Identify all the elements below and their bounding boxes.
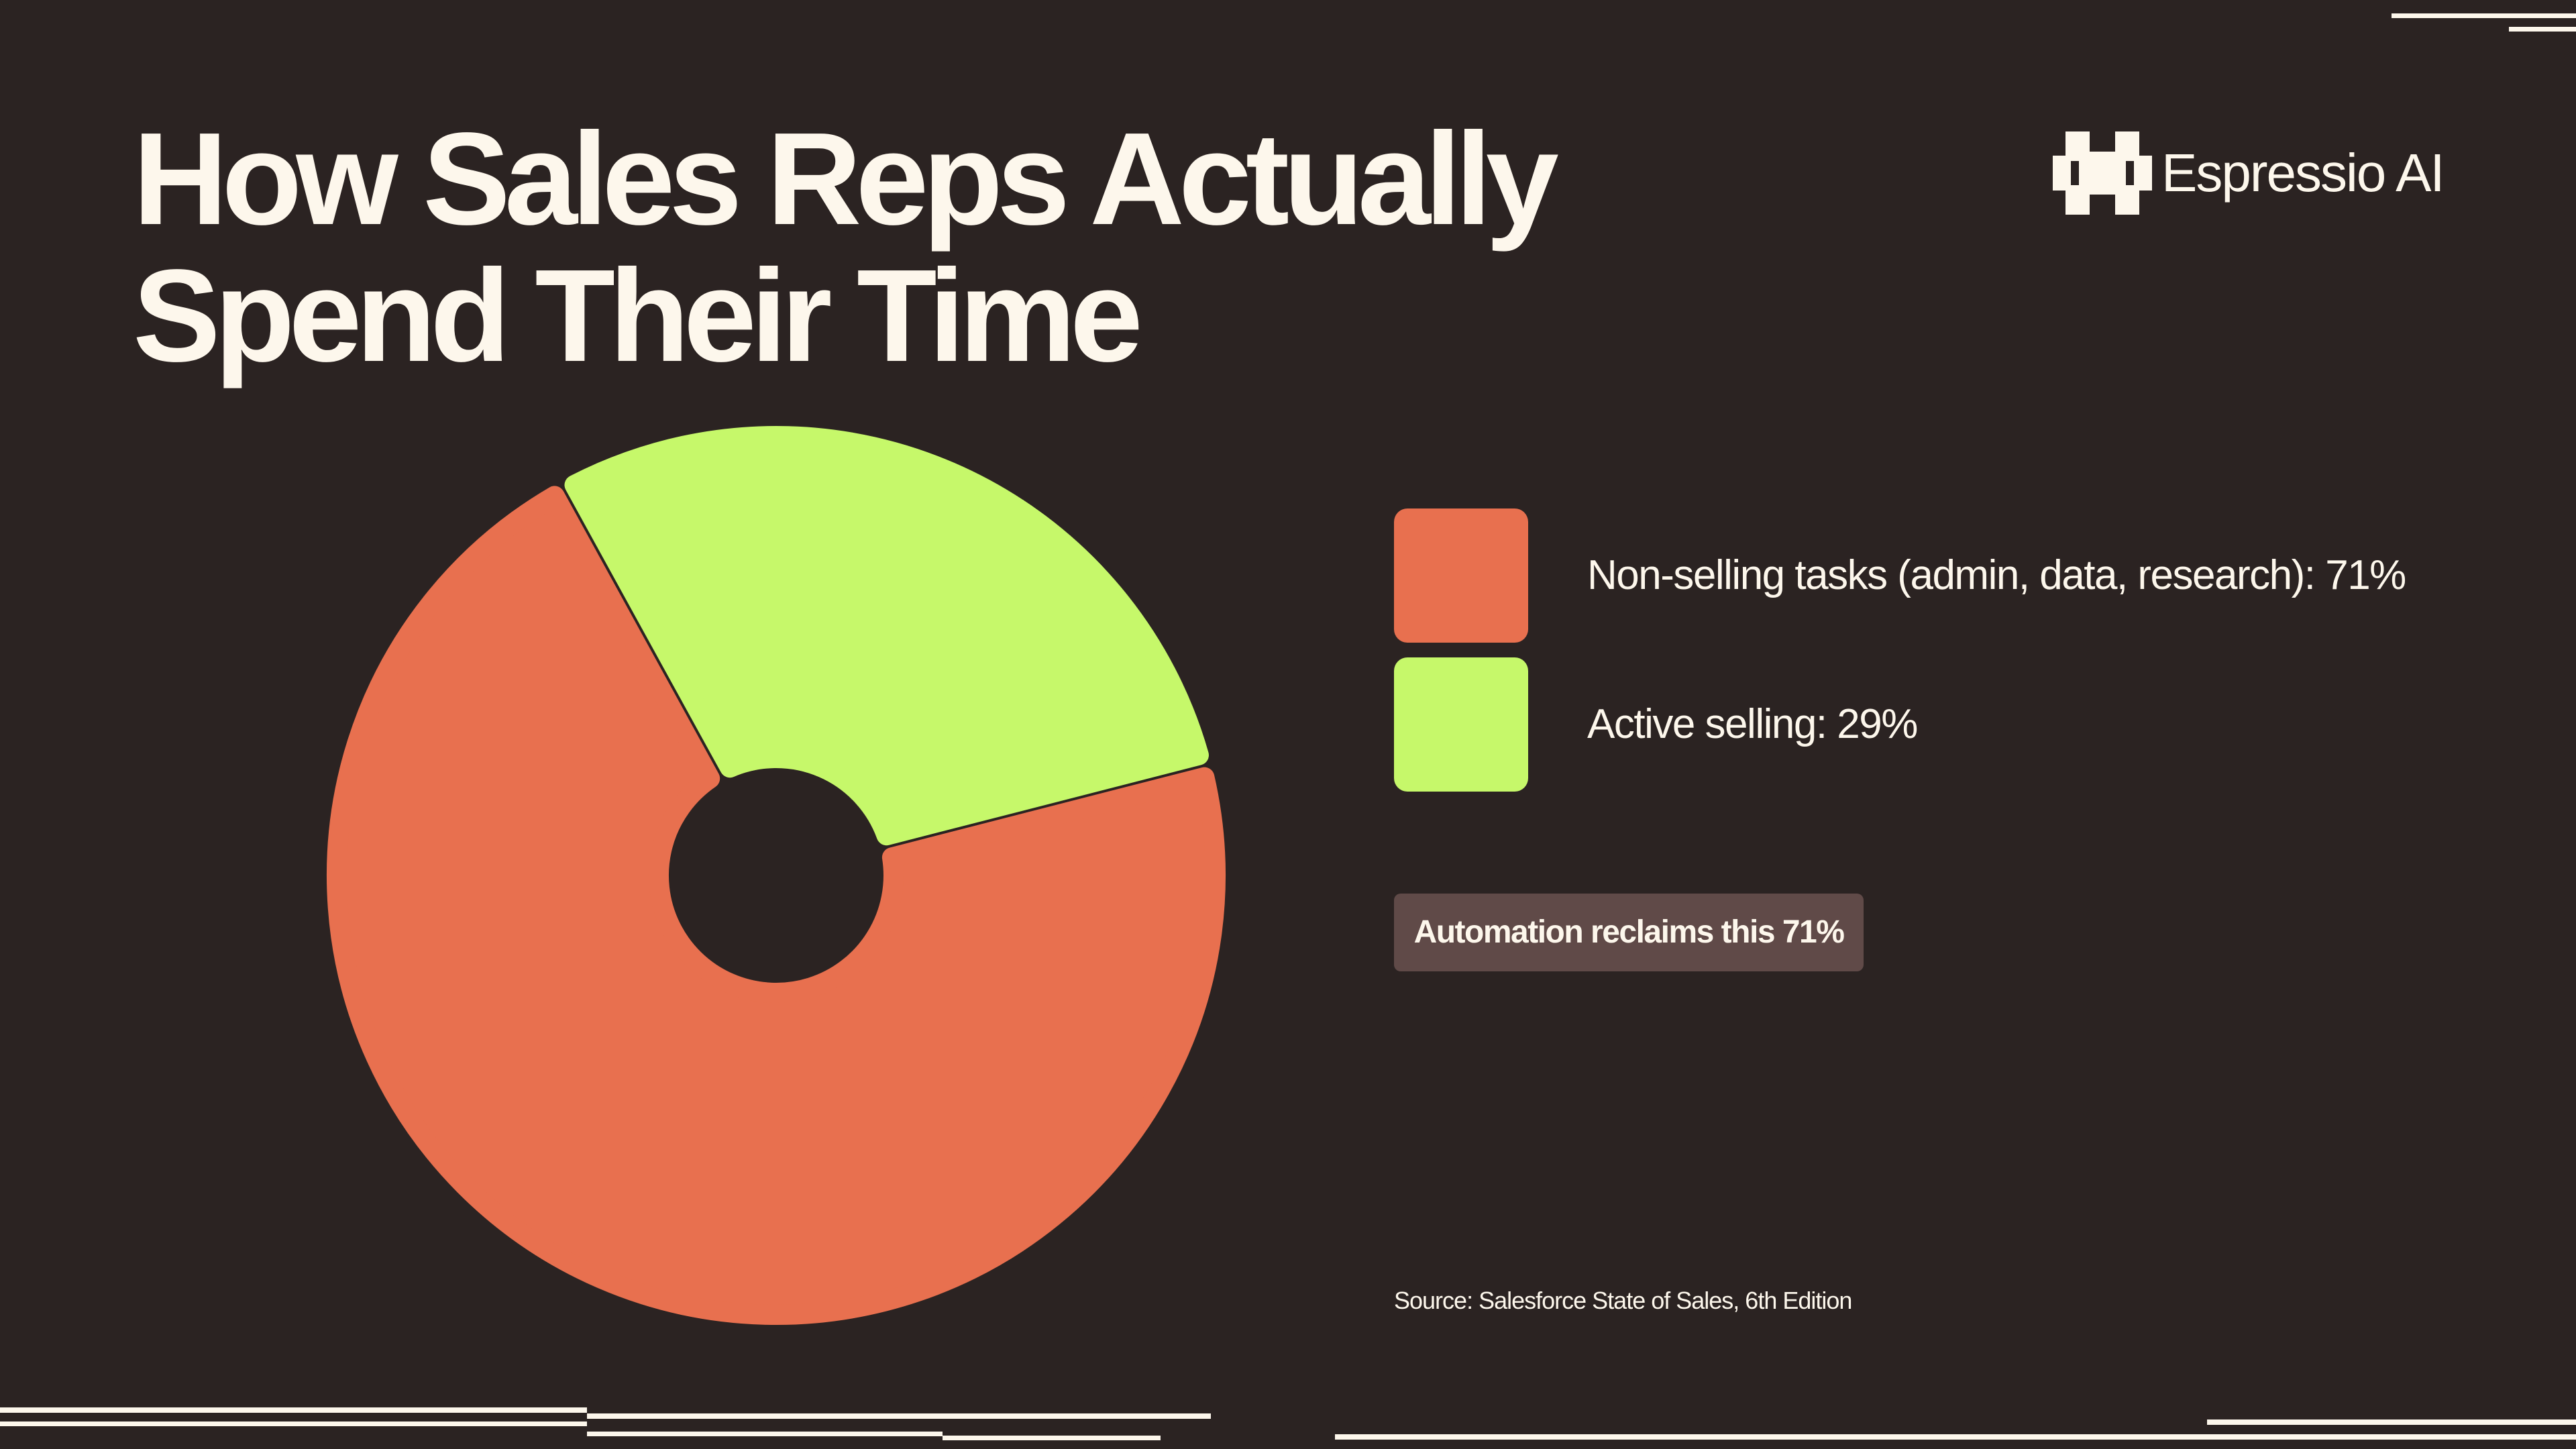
page-title-line-1: How Sales Reps Actually: [133, 105, 1559, 252]
decorative-stripe-top-2: [2509, 27, 2576, 32]
legend-label-non-selling: Non-selling tasks (admin, data, research…: [1587, 552, 2406, 598]
automation-callout: Automation reclaims this 71%: [1394, 894, 1864, 971]
brand-logo: Espressio AI: [2053, 131, 2445, 215]
source-note: Source: Salesforce State of Sales, 6th E…: [1394, 1287, 1852, 1314]
decorative-stripe-bottom-7: [2207, 1419, 2576, 1425]
donut-slice-active-selling: [564, 426, 1209, 846]
espressio-logo-icon: [2053, 131, 2152, 215]
decorative-stripe-bottom-2: [0, 1421, 587, 1426]
brand-name: Espressio AI: [2161, 143, 2445, 203]
page-title-line-2: Spend Their Time: [133, 242, 1143, 389]
legend-swatch-non-selling: [1394, 508, 1528, 643]
decorative-stripe-bottom-3: [587, 1413, 1211, 1419]
decorative-stripe-bottom-6: [1335, 1434, 2576, 1440]
decorative-stripe-bottom-1: [0, 1407, 587, 1413]
decorative-stripe-bottom-5: [943, 1436, 1161, 1440]
page-title: How Sales Reps Actually Spend Their Time: [133, 111, 1676, 384]
donut-slice-non-selling: [326, 486, 1226, 1325]
legend-swatch-active-selling: [1394, 657, 1528, 792]
decorative-stripe-bottom-4: [587, 1432, 943, 1436]
decorative-stripe-top-1: [2392, 13, 2576, 18]
legend-label-active-selling: Active selling: 29%: [1587, 701, 1918, 747]
